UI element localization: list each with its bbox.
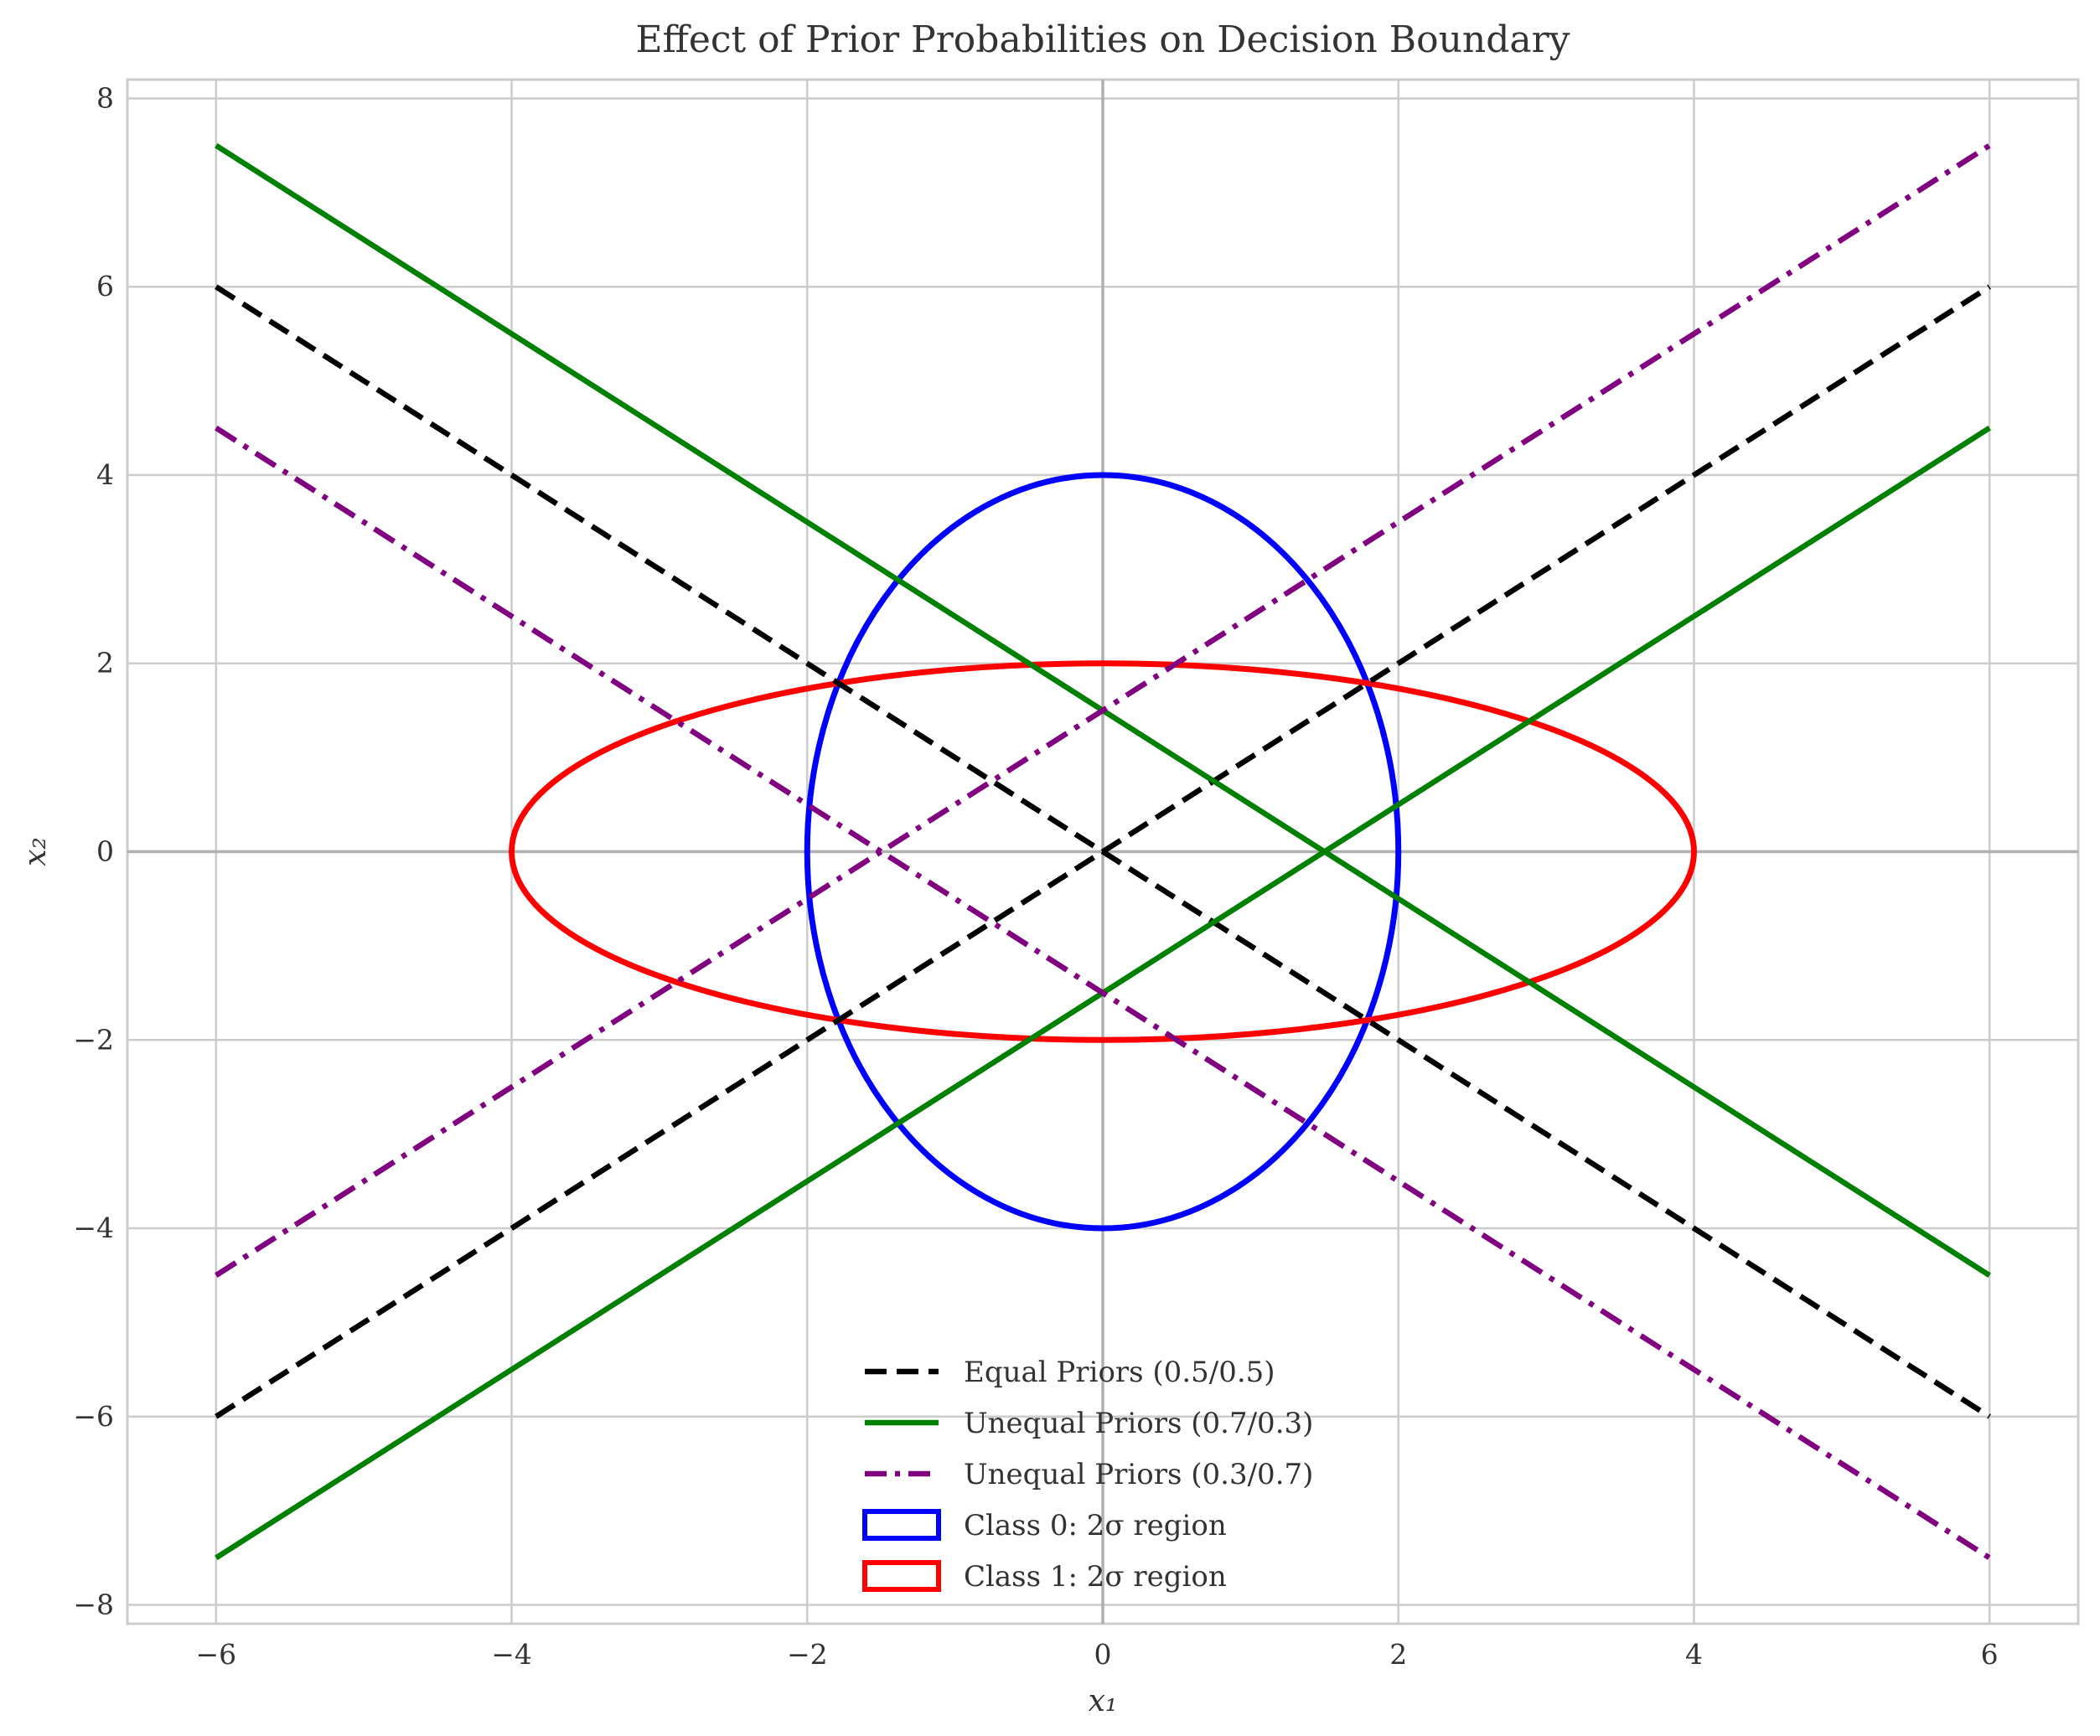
series-2-line-1 [215, 142, 1991, 1278]
legend-patch-3 [862, 1509, 941, 1541]
y-tick-label: 8 [96, 81, 114, 114]
x-tick-label: 0 [1094, 1638, 1112, 1671]
series-0-line-1 [215, 284, 1991, 1419]
x-tick-label: 4 [1685, 1638, 1703, 1671]
x-axis-label: x₁ [1089, 1684, 1118, 1718]
chart-title: Effect of Prior Probabilities on Decisio… [635, 18, 1570, 61]
class-1-region-ellipse [509, 660, 1697, 1043]
legend: Equal Priors (0.5/0.5) Unequal Priors (0.… [862, 1356, 1313, 1594]
legend-label-0: Equal Priors (0.5/0.5) [964, 1356, 1275, 1389]
x-tick-label: −6 [195, 1638, 236, 1671]
y-tick-label: −8 [73, 1589, 114, 1621]
y-tick-label: −4 [73, 1212, 114, 1244]
x-tick-labels: −6 −4 −2 0 2 4 6 [195, 1638, 1998, 1671]
x-tick-label: −4 [491, 1638, 532, 1671]
x-tick-label: −2 [787, 1638, 828, 1671]
y-axis-label: x₂ [18, 837, 53, 866]
legend-label-1: Unequal Priors (0.7/0.3) [964, 1407, 1313, 1440]
legend-patch-4 [862, 1560, 941, 1592]
class-regions [509, 472, 1697, 1232]
y-tick-labels: −8 −6 −4 −2 0 2 4 6 8 [73, 81, 114, 1620]
x-tick-label: 6 [1981, 1638, 1999, 1671]
x-tick-label: 2 [1389, 1638, 1407, 1671]
legend-label-3: Class 0: 2σ region [964, 1509, 1227, 1542]
y-tick-label: −2 [73, 1023, 114, 1056]
y-tick-label: 4 [96, 458, 114, 491]
boundary-lines [215, 142, 1991, 1561]
legend-label-2: Unequal Priors (0.3/0.7) [964, 1458, 1313, 1491]
y-tick-label: 2 [96, 647, 114, 679]
y-tick-label: 6 [96, 270, 114, 302]
y-tick-label: 0 [96, 835, 114, 868]
series-2-line-0 [215, 426, 1991, 1561]
y-tick-label: −6 [73, 1400, 114, 1433]
class-0-region-ellipse [804, 472, 1402, 1232]
legend-label-4: Class 1: 2σ region [964, 1560, 1227, 1594]
